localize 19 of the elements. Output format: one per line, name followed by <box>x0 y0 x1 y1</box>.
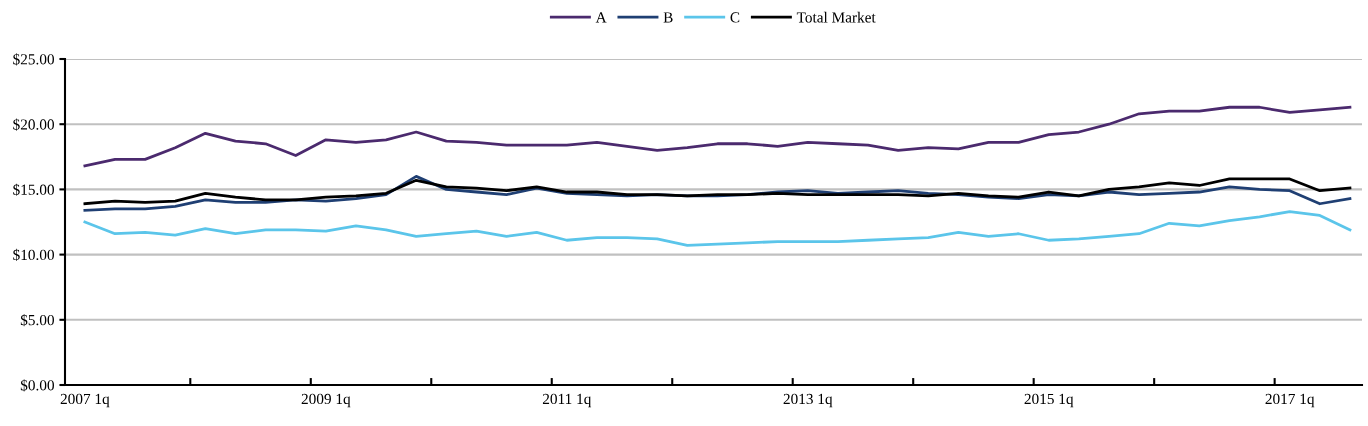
x-tick-label: 2011 1q <box>542 393 592 408</box>
legend-label: B <box>663 12 673 23</box>
line-series <box>83 177 1352 206</box>
y-tick-label: $20.00 <box>13 118 54 131</box>
y-tick-label: $15.00 <box>13 183 54 196</box>
legend-label: C <box>730 12 740 23</box>
x-tick-label: 2015 1q <box>1024 393 1074 408</box>
line-series <box>83 210 1352 247</box>
y-tick-label: $10.00 <box>13 248 54 262</box>
x-tick-label: 2017 1q <box>1265 393 1315 408</box>
x-tick-label: 2013 1q <box>783 393 833 408</box>
legend-label: Total Market <box>796 11 876 23</box>
y-tick-label: $0.00 <box>20 379 54 392</box>
legend-label: A <box>595 12 607 23</box>
y-tick-label: $5.00 <box>20 314 54 327</box>
line-series <box>83 105 1352 168</box>
x-tick-label: 2009 1q <box>301 393 351 408</box>
y-tick-label: $25.00 <box>13 53 54 66</box>
x-tick-label: 2007 1q <box>60 393 110 408</box>
